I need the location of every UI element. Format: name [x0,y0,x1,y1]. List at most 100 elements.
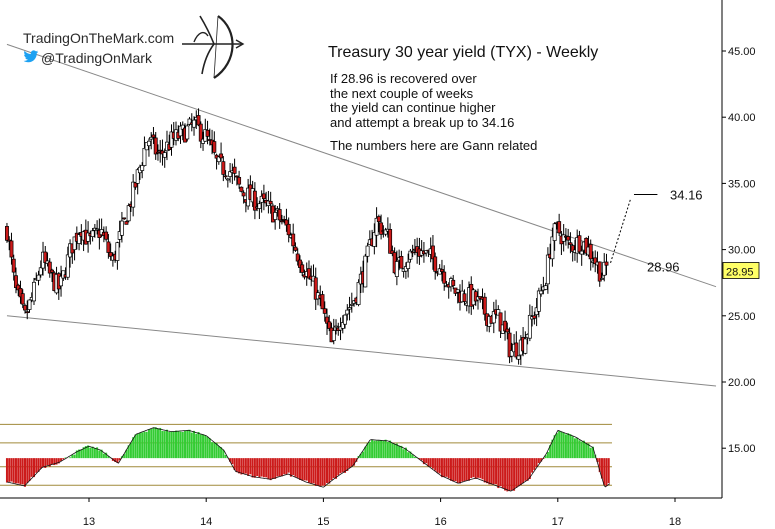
x-tick-label: 13 [83,516,95,528]
candle-body [225,178,230,181]
candle-body [399,255,404,269]
y-tick-label: 30.00 [728,245,756,257]
candle-body [545,254,550,285]
candle-body [356,282,361,305]
candle-body [293,246,298,251]
candle-body [273,212,278,220]
note-line: the next couple of weeks [330,85,474,101]
candle-body [455,289,460,293]
candle-body [406,261,411,269]
candle-body [347,307,352,310]
candle-body [379,222,384,235]
candle-body [180,124,185,130]
candle-body [119,220,124,236]
candle-body [295,253,300,262]
candle-body [77,234,82,244]
candle-body [286,223,291,236]
candle-body [604,261,609,266]
candle-body [216,156,221,163]
candle-body [124,221,129,225]
chart-frame [0,0,723,499]
candle-body [340,322,345,329]
candle-body [527,314,532,339]
y-tick-label: 40.00 [728,112,756,124]
candle-body [552,223,557,241]
candle-body [23,305,27,311]
y-tick-label: 15.00 [728,443,756,455]
candle-body [600,278,604,280]
candle-body [144,142,149,151]
candle-body [115,242,120,261]
candle-body [149,136,154,140]
candle-body [300,264,305,273]
annotations: 34.16 28.96 28.95 [610,188,760,279]
candle-body [228,171,233,177]
candle-body [178,125,183,137]
candle-body [104,231,109,240]
candle-body [579,250,584,255]
candle-body [577,235,582,253]
candle-body [106,241,111,253]
candle-body [131,181,136,208]
y-tick-label: 20.00 [728,377,756,389]
brand-site-text: TradingOnTheMark.com [23,30,175,46]
candle-body [192,119,196,128]
candle-body [408,250,413,260]
candle-body [374,217,379,236]
candle-body [334,325,338,328]
candle-body [442,271,447,284]
candle-body [327,321,332,329]
note-line: If 28.96 is recovered over [330,71,477,86]
candle-body [95,228,100,231]
candle-body [388,229,393,254]
candle-body [568,242,573,245]
candle-body [153,137,158,155]
x-tick-label: 18 [669,516,681,528]
trendline-lower [6,315,717,387]
y-tick-label: 45.00 [728,46,756,58]
candle-body [363,255,368,288]
candle-body [503,320,508,332]
candle-body [252,190,257,211]
last-price-label: 28.95 [726,267,754,279]
candle-body [32,281,36,302]
candle-body [50,269,54,273]
candle-body [561,234,566,242]
candle-body [277,209,282,221]
chart-title-block: Treasury 30 year yield (TYX) - Weekly [328,44,598,62]
target-label: 34.16 [670,188,703,203]
candle-body [570,245,575,252]
candle-body [259,195,264,203]
candle-body [532,315,537,319]
candle-body [543,285,548,290]
candle-body [394,261,399,277]
candle-body [108,252,113,257]
candle-body [65,254,70,278]
candle-body [536,290,541,312]
archer-bow-icon [182,15,245,79]
trendline-upper [6,43,717,288]
pivot-label: 28.96 [647,259,680,274]
candle-body [59,275,64,287]
candle-body [9,240,14,258]
chart-note: If 28.96 is recovered over the next coup… [330,71,514,130]
candle-body [133,182,138,188]
axes: 45.00 40.00 35.00 30.00 25.00 20.00 15.00 13 14 1… [83,46,756,528]
candle-body [291,233,296,247]
candle-body [539,290,544,295]
candle-body [424,250,429,254]
candle-body [597,261,602,282]
candle-body [14,275,18,288]
candle-body [11,258,16,273]
candle-body [86,232,91,242]
trendlines [6,43,717,387]
candle-body [343,314,347,325]
candle-body [584,237,589,254]
candle-body [325,316,329,324]
projection-line [610,199,631,263]
candle-body [90,230,95,237]
candle-body [25,311,30,314]
candle-body [307,268,311,279]
twitter-bird-icon [23,50,39,63]
